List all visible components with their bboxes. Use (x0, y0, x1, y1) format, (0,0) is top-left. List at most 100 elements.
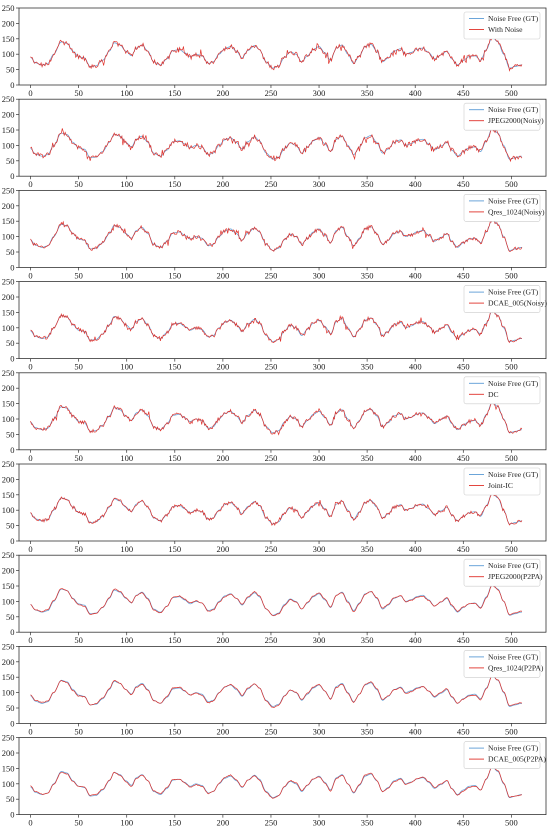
x-tick-label: 450 (457, 179, 470, 189)
y-tick-label: 200 (2, 201, 15, 211)
axes-frame (18, 372, 547, 451)
y-tick-label: 0 (10, 810, 14, 820)
x-tick-label: 50 (74, 726, 83, 736)
x-tick-label: 100 (120, 726, 133, 736)
x-tick-label: 500 (505, 544, 518, 554)
subplot-4: 0 50 100 150 200 250 0 50 100 150 200 250 300 350 400 4… (2, 277, 548, 372)
x-tick-label: 450 (457, 453, 470, 463)
x-tick-label: 300 (313, 635, 326, 645)
y-tick-label: 50 (6, 156, 15, 166)
axes-frame (18, 7, 547, 86)
y-tick-label: 150 (2, 763, 15, 773)
y-tick-label: 200 (2, 383, 15, 393)
x-tick-label: 0 (28, 635, 32, 645)
x-tick-label: 500 (505, 270, 518, 280)
subplot-1: 0 50 100 150 200 250 0 50 100 150 200 250 300 350 400 4… (2, 3, 547, 98)
y-tick-label: 250 (2, 94, 15, 104)
legend-label-pred: JPEG2000(P2PA) (488, 572, 543, 581)
y-tick-label: 200 (2, 657, 15, 667)
x-tick-label: 450 (457, 635, 470, 645)
legend-label-pred: DC (488, 390, 499, 399)
y-tick-label: 250 (2, 459, 15, 469)
x-tick-label: 150 (168, 270, 181, 280)
x-tick-label: 150 (168, 818, 181, 828)
x-tick-label: 500 (505, 88, 518, 98)
x-tick-label: 250 (265, 726, 278, 736)
y-tick-label: 50 (6, 338, 15, 348)
series-line-pred (30, 36, 523, 72)
x-tick-label: 350 (361, 270, 374, 280)
x-tick-label: 0 (28, 88, 32, 98)
series-line-gt (30, 584, 522, 616)
x-tick-label: 250 (265, 544, 278, 554)
x-tick-label: 300 (313, 88, 326, 98)
legend-label-gt: Noise Free (GT) (488, 196, 539, 205)
y-tick-label: 250 (2, 550, 15, 560)
x-tick-label: 50 (74, 88, 83, 98)
legend-label-gt: Noise Free (GT) (488, 379, 539, 388)
series-line-pred (30, 584, 523, 617)
x-tick-label: 100 (120, 635, 133, 645)
series-line-pred (30, 491, 523, 526)
y-tick-label: 100 (2, 414, 15, 424)
x-tick-label: 0 (28, 270, 32, 280)
y-tick-label: 250 (2, 277, 15, 287)
axes-frame (18, 463, 547, 542)
series-line-pred (30, 309, 523, 344)
x-tick-label: 150 (168, 635, 181, 645)
x-tick-label: 350 (361, 544, 374, 554)
subplot-8: 0 50 100 150 200 250 0 50 100 150 200 250 300 350 400 4… (2, 641, 547, 736)
y-tick-label: 100 (2, 49, 15, 59)
legend-label-pred: DCAE_005(Noisy) (488, 299, 548, 308)
x-tick-label: 200 (217, 544, 230, 554)
x-tick-label: 300 (313, 453, 326, 463)
y-tick-label: 200 (2, 474, 15, 484)
x-tick-label: 0 (28, 818, 32, 828)
x-tick-label: 200 (217, 362, 230, 372)
y-tick-label: 0 (10, 354, 14, 364)
y-tick-label: 200 (2, 292, 15, 302)
x-tick-label: 500 (505, 726, 518, 736)
y-tick-label: 250 (2, 641, 15, 651)
axes-frame (18, 98, 547, 177)
y-tick-label: 150 (2, 307, 15, 317)
y-tick-label: 100 (2, 688, 15, 698)
x-tick-label: 400 (409, 726, 422, 736)
x-tick-label: 150 (168, 726, 181, 736)
x-tick-label: 200 (217, 179, 230, 189)
x-tick-label: 100 (120, 88, 133, 98)
series-line-pred (30, 126, 523, 163)
legend-label-gt: Noise Free (GT) (488, 105, 539, 114)
x-tick-label: 300 (313, 818, 326, 828)
x-tick-label: 200 (217, 726, 230, 736)
y-tick-label: 100 (2, 505, 15, 515)
y-tick-label: 0 (10, 262, 14, 272)
x-tick-label: 400 (409, 544, 422, 554)
x-tick-label: 350 (361, 362, 374, 372)
axes-frame (18, 281, 547, 360)
x-tick-label: 400 (409, 270, 422, 280)
subplot-3: 0 50 100 150 200 250 0 50 100 150 200 250 300 350 400 4… (2, 185, 547, 280)
y-tick-label: 100 (2, 779, 15, 789)
x-tick-label: 450 (457, 88, 470, 98)
x-tick-label: 200 (217, 270, 230, 280)
legend-label-gt: Noise Free (GT) (488, 14, 539, 23)
x-tick-label: 350 (361, 818, 374, 828)
x-tick-label: 300 (313, 544, 326, 554)
x-tick-label: 500 (505, 818, 518, 828)
legend-label-pred: With Noise (488, 25, 523, 34)
x-tick-label: 500 (505, 179, 518, 189)
subplot-7: 0 50 100 150 200 250 0 50 100 150 200 250 300 350 400 4… (2, 550, 547, 645)
x-tick-label: 450 (457, 270, 470, 280)
y-tick-label: 250 (2, 185, 15, 195)
x-tick-label: 500 (505, 635, 518, 645)
y-tick-label: 150 (2, 672, 15, 682)
x-tick-label: 200 (217, 635, 230, 645)
subplot-9: 0 50 100 150 200 250 0 50 100 150 200 250 300 350 400 4… (2, 733, 547, 828)
series-line-pred (30, 675, 523, 709)
x-tick-label: 250 (265, 362, 278, 372)
x-tick-label: 0 (28, 179, 32, 189)
x-tick-label: 500 (505, 453, 518, 463)
series-line-pred (30, 765, 522, 799)
